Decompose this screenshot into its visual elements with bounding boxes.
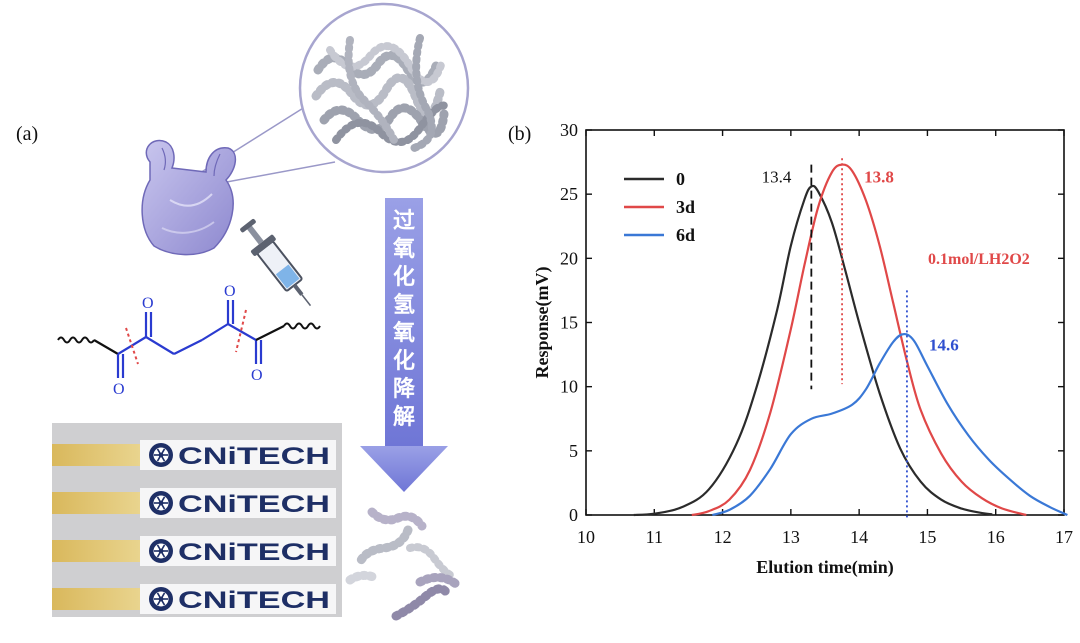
y-tick-label: 5 [569, 441, 578, 461]
legend-label: 6d [676, 225, 695, 245]
y-axis-label: Response(mV) [532, 267, 553, 379]
brand-logo-icon [149, 587, 173, 611]
legend-label: 3d [676, 197, 695, 217]
brand-text: CNiTECH [178, 491, 330, 518]
polymer-chain-bundle [311, 34, 450, 152]
arrow-char: 化 [393, 348, 415, 374]
y-tick-label: 0 [569, 505, 578, 525]
gpc-chart: 10 11 12 13 14 15 16 17 0 5 10 15 20 25 30 Elution time… [532, 120, 1073, 578]
degraded-fragments [345, 507, 461, 621]
series-line-0 [633, 184, 993, 517]
series-line-6d [711, 332, 1068, 517]
arrow-char: 氧 [392, 321, 415, 346]
series-line-3d [691, 163, 1027, 517]
y-tick-label: 25 [560, 184, 578, 204]
condition-formula: H2O2 [989, 251, 1030, 268]
brand-text: CNiTECH [178, 443, 330, 470]
brand-text: CNiTECH [178, 587, 330, 614]
polymer-zoom-circle [191, 2, 470, 187]
polyketone-structure: O O O O [57, 283, 321, 398]
y-tick-label: 10 [560, 377, 578, 397]
arrow-char: 氢 [393, 292, 415, 318]
x-tick-label: 17 [1055, 527, 1073, 547]
y-tick-label: 15 [560, 313, 578, 333]
legend-label: 0 [676, 169, 685, 189]
test-strip: CNiTECH [52, 584, 336, 614]
brand-logo-icon [149, 491, 173, 515]
condition-label: 0.1mol/LH2O2 [928, 251, 1030, 268]
brand-logo-icon [149, 443, 173, 467]
svg-text:O: O [251, 367, 263, 384]
peak-marker-label: 13.8 [864, 168, 894, 187]
panel-a-label: (a) [16, 123, 38, 145]
arrow-char: 氧 [392, 237, 415, 262]
panel-b: (b) 10 11 12 13 14 15 16 17 0 5 10 15 20 25 30 Elution … [508, 120, 1073, 578]
y-tick-label: 30 [560, 120, 578, 140]
y-tick-label: 20 [560, 248, 578, 268]
x-tick-label: 12 [714, 527, 732, 547]
test-strips-photo: CNiTECH CNiTECH CNiTECH CNiTECH [52, 423, 342, 617]
svg-text:O: O [113, 381, 125, 398]
x-tick-label: 10 [577, 527, 595, 547]
syringe-icon [240, 218, 312, 307]
svg-text:O: O [142, 295, 154, 312]
panel-a: (a) [16, 2, 470, 621]
test-strip: CNiTECH [52, 488, 336, 518]
x-axis-label: Elution time(min) [756, 557, 894, 578]
svg-text:O: O [224, 283, 236, 300]
arrow-char: 化 [393, 264, 415, 290]
plastic-bag-icon [141, 139, 237, 256]
arrow-char: 解 [393, 404, 415, 430]
brand-text: CNiTECH [178, 539, 330, 566]
x-tick-label: 14 [850, 527, 868, 547]
x-tick-label: 11 [646, 527, 663, 547]
test-strip: CNiTECH [52, 440, 336, 470]
x-tick-label: 13 [782, 527, 800, 547]
panel-b-label: (b) [508, 123, 531, 145]
x-tick-label: 16 [987, 527, 1005, 547]
brand-logo-icon [149, 539, 173, 563]
arrow-char: 降 [393, 377, 416, 402]
arrow-char: 过 [393, 209, 415, 234]
peak-marker-label: 14.6 [929, 336, 959, 355]
test-strip: CNiTECH [52, 536, 336, 566]
peak-marker-label: 13.4 [762, 168, 792, 187]
x-tick-label: 15 [918, 527, 936, 547]
